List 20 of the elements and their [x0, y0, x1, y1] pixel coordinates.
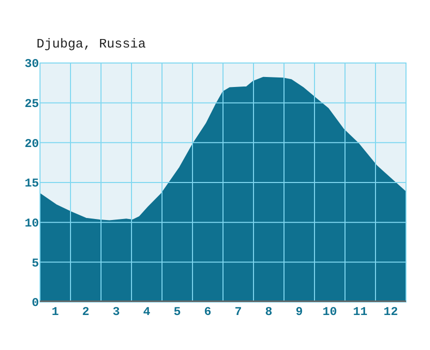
y-tick-label: 30 [24, 57, 39, 72]
x-tick-label: 8 [265, 305, 272, 319]
x-tick-label: 10 [322, 305, 337, 319]
y-tick-label: 10 [24, 216, 39, 231]
y-tick-label: 25 [24, 97, 39, 112]
y-tick-label: 20 [24, 136, 39, 151]
x-tick-label: 4 [143, 305, 150, 319]
x-tick-label: 9 [296, 305, 303, 319]
x-tick-label: 7 [234, 305, 242, 319]
x-tick-label: 11 [353, 305, 368, 319]
y-tick-label: 0 [32, 296, 39, 310]
y-tick-label: 15 [24, 176, 39, 191]
x-tick-label: 6 [204, 305, 212, 319]
x-tick-label: 12 [384, 305, 398, 319]
x-tick-label: 2 [82, 305, 90, 319]
x-tick-label: 3 [112, 305, 120, 319]
chart-title: Djubga, Russia [36, 36, 146, 52]
x-tick-label: 1 [52, 305, 59, 319]
y-tick-label: 5 [32, 256, 39, 270]
x-tick-label: 5 [174, 305, 181, 319]
